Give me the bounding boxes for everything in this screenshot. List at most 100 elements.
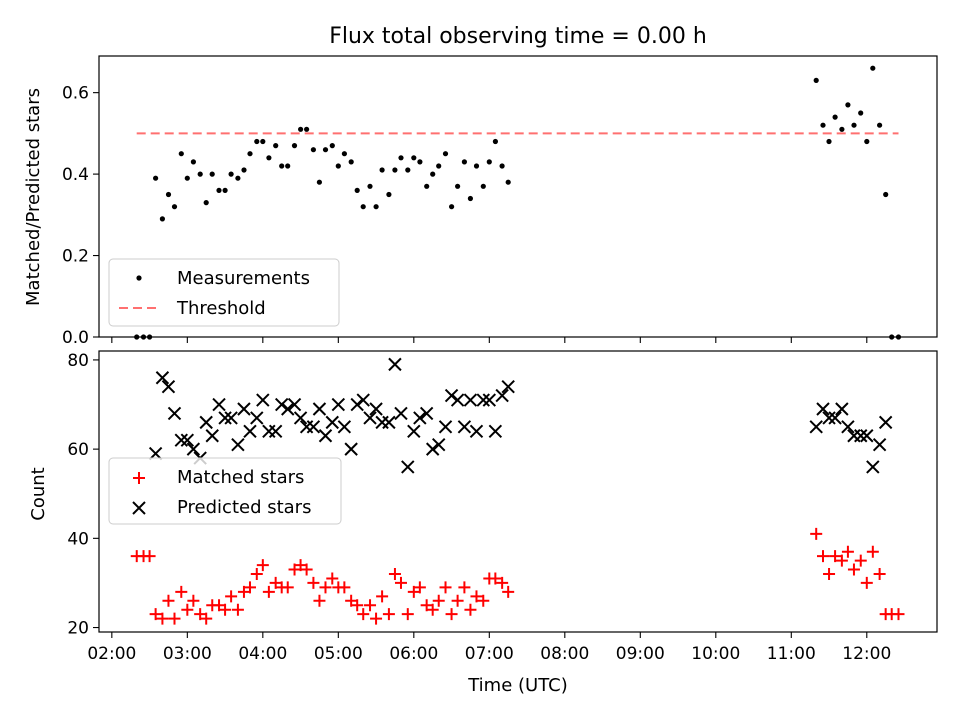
measurement-point bbox=[266, 155, 272, 161]
measurement-point bbox=[436, 163, 442, 169]
matched-stars-point bbox=[256, 559, 269, 572]
measurement-point bbox=[424, 183, 430, 189]
matched-stars-point bbox=[823, 568, 836, 581]
measurement-point bbox=[386, 191, 392, 198]
measurement-point bbox=[417, 159, 423, 165]
matched-stars-point bbox=[426, 603, 439, 616]
predicted-stars-point bbox=[401, 460, 415, 474]
measurement-point bbox=[392, 167, 398, 173]
predicted-stars-point bbox=[828, 411, 842, 425]
matched-stars-point bbox=[364, 599, 377, 612]
predicted-stars-point bbox=[331, 397, 346, 412]
predicted-stars-point bbox=[350, 397, 364, 412]
measurement-point bbox=[486, 159, 492, 165]
top-y-tick-label: 0.6 bbox=[62, 84, 89, 104]
measurement-point bbox=[316, 179, 322, 185]
matched-stars-point bbox=[213, 599, 226, 612]
predicted-stars-point bbox=[476, 393, 490, 407]
measurement-point bbox=[839, 126, 845, 132]
top-y-axis-label: Matched/Predicted stars bbox=[23, 88, 44, 306]
predicted-stars-point bbox=[872, 437, 887, 452]
top-y-tick-label: 0.4 bbox=[62, 165, 89, 185]
bottom-y-tick-label: 40 bbox=[67, 529, 89, 549]
measurement-point bbox=[492, 138, 498, 145]
matched-stars-point bbox=[181, 603, 194, 616]
measurement-point bbox=[254, 138, 260, 145]
matched-stars-point bbox=[451, 594, 464, 607]
measurement-point bbox=[480, 183, 486, 189]
matched-stars-point bbox=[407, 585, 420, 598]
bottom-legend-box bbox=[108, 457, 342, 525]
predicted-stars-point bbox=[413, 411, 427, 425]
matched-stars-point bbox=[175, 585, 188, 598]
predicted-stars-point bbox=[287, 397, 302, 412]
matched-stars-point bbox=[338, 581, 351, 594]
predicted-stars-point bbox=[419, 406, 434, 421]
matched-stars-point bbox=[477, 594, 490, 607]
predicted-stars-point bbox=[344, 442, 358, 456]
x-tick-label: 07:00 bbox=[465, 644, 514, 664]
measurement-point bbox=[171, 204, 178, 210]
bottom-y-axis-label: Count bbox=[28, 467, 49, 520]
measurement-point bbox=[322, 147, 329, 153]
predicted-stars-point bbox=[224, 411, 238, 425]
matched-stars-point bbox=[345, 594, 358, 607]
predicted-stars-point bbox=[501, 379, 515, 394]
matched-stars-point bbox=[445, 608, 458, 621]
measurement-point bbox=[499, 163, 505, 169]
measurement-point bbox=[864, 138, 870, 145]
measurement-point bbox=[235, 175, 241, 181]
measurement-point bbox=[473, 163, 480, 169]
predicted-stars-point bbox=[262, 424, 276, 438]
matched-stars-point bbox=[243, 581, 256, 594]
legend-label-matched-stars: Matched stars bbox=[177, 467, 304, 488]
measurement-point bbox=[310, 147, 316, 153]
matched-stars-point bbox=[225, 590, 238, 603]
x-tick-label: 04:00 bbox=[238, 644, 287, 664]
predicted-stars-point bbox=[199, 415, 213, 430]
predicted-stars-point bbox=[369, 402, 383, 416]
predicted-stars-point bbox=[306, 420, 321, 434]
measurement-point bbox=[190, 159, 196, 165]
matched-stars-point bbox=[281, 581, 294, 594]
matched-stars-point bbox=[288, 563, 301, 576]
matched-stars-point bbox=[370, 612, 383, 625]
chart-title: Flux total observing time = 0.00 h bbox=[329, 24, 707, 49]
matched-stars-point bbox=[432, 594, 445, 607]
measurement-point bbox=[851, 122, 857, 128]
predicted-stars-point bbox=[250, 411, 264, 425]
matched-stars-point bbox=[313, 594, 326, 607]
predicted-stars-point bbox=[268, 424, 283, 438]
measurement-point bbox=[279, 163, 285, 169]
matched-stars-point bbox=[464, 603, 477, 616]
measurement-point bbox=[184, 175, 190, 181]
matched-stars-point bbox=[873, 568, 886, 581]
predicted-stars-point bbox=[363, 411, 377, 425]
x-tick-label: 05:00 bbox=[314, 644, 363, 664]
x-axis-label: Time (UTC) bbox=[467, 675, 568, 696]
matched-stars-point bbox=[502, 585, 515, 598]
measurement-point bbox=[241, 167, 247, 173]
measurement-point bbox=[360, 204, 366, 210]
measurement-point bbox=[216, 187, 222, 193]
predicted-stars-point bbox=[822, 411, 836, 425]
matched-stars-point bbox=[231, 603, 244, 616]
predicted-stars-point bbox=[318, 429, 333, 443]
predicted-stars-point bbox=[231, 437, 245, 452]
measurement-point bbox=[203, 200, 209, 206]
measurement-point bbox=[329, 143, 335, 149]
matched-stars-point bbox=[496, 576, 509, 589]
matched-stars-point bbox=[357, 608, 370, 621]
bottom-marks bbox=[130, 357, 905, 625]
predicted-stars-point bbox=[432, 437, 446, 452]
matched-stars-point bbox=[269, 576, 282, 589]
measurement-point bbox=[285, 163, 291, 169]
matched-stars-point bbox=[394, 576, 407, 589]
measurement-point bbox=[209, 171, 215, 177]
matched-stars-point bbox=[187, 594, 200, 607]
measurement-point bbox=[354, 187, 360, 193]
predicted-stars-point bbox=[337, 420, 352, 434]
matched-stars-point bbox=[420, 599, 433, 612]
predicted-stars-point bbox=[312, 402, 327, 416]
